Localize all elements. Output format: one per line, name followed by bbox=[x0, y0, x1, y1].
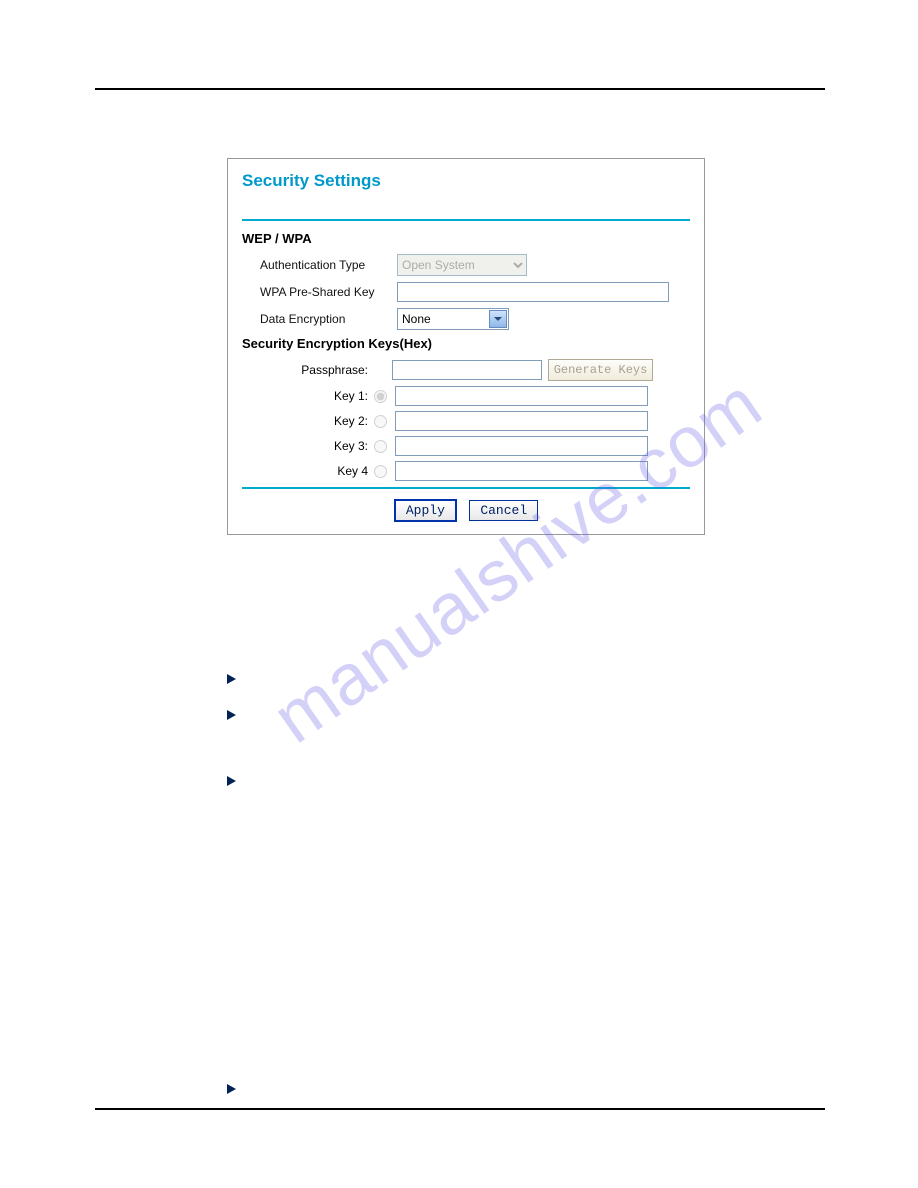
key4-input[interactable] bbox=[395, 461, 648, 481]
wpa-psk-row: WPA Pre-Shared Key bbox=[242, 282, 690, 302]
divider-top bbox=[242, 219, 690, 221]
button-row: Apply Cancel bbox=[242, 499, 690, 522]
generate-keys-button: Generate Keys bbox=[548, 359, 653, 381]
page-rule-top bbox=[95, 88, 825, 90]
data-encryption-label: Data Encryption bbox=[242, 312, 397, 326]
apply-button[interactable]: Apply bbox=[394, 499, 457, 522]
data-encryption-row: Data Encryption None bbox=[242, 308, 690, 330]
cancel-button[interactable]: Cancel bbox=[469, 500, 538, 521]
wpa-psk-label: WPA Pre-Shared Key bbox=[242, 285, 397, 299]
key4-radio bbox=[374, 465, 387, 478]
key4-row: Key 4 bbox=[242, 461, 690, 481]
key3-label: Key 3: bbox=[242, 439, 374, 453]
bullet-triangle-icon bbox=[227, 1084, 236, 1094]
divider-bottom bbox=[242, 487, 690, 489]
key1-input[interactable] bbox=[395, 386, 648, 406]
key3-input[interactable] bbox=[395, 436, 648, 456]
key2-label: Key 2: bbox=[242, 414, 374, 428]
key3-radio bbox=[374, 440, 387, 453]
passphrase-input[interactable] bbox=[392, 360, 542, 380]
auth-type-select: Open System bbox=[397, 254, 527, 276]
key2-radio bbox=[374, 415, 387, 428]
bullet-triangle-icon bbox=[227, 776, 236, 786]
security-settings-panel: Security Settings WEP / WPA Authenticati… bbox=[227, 158, 705, 535]
page-rule-bottom bbox=[95, 1108, 825, 1110]
wep-wpa-heading: WEP / WPA bbox=[242, 231, 690, 246]
bullet-triangle-icon bbox=[227, 674, 236, 684]
keys-heading: Security Encryption Keys(Hex) bbox=[242, 336, 690, 351]
key1-row: Key 1: bbox=[242, 386, 690, 406]
bullet-triangle-icon bbox=[227, 710, 236, 720]
key1-label: Key 1: bbox=[242, 389, 374, 403]
key4-label: Key 4 bbox=[242, 464, 374, 478]
passphrase-row: Passphrase: Generate Keys bbox=[242, 359, 690, 381]
auth-type-row: Authentication Type Open System bbox=[242, 254, 690, 276]
wpa-psk-input[interactable] bbox=[397, 282, 669, 302]
data-encryption-select[interactable]: None bbox=[397, 308, 509, 330]
key2-input[interactable] bbox=[395, 411, 648, 431]
passphrase-label: Passphrase: bbox=[242, 363, 374, 377]
key3-row: Key 3: bbox=[242, 436, 690, 456]
auth-type-label: Authentication Type bbox=[242, 258, 397, 272]
key2-row: Key 2: bbox=[242, 411, 690, 431]
panel-title: Security Settings bbox=[242, 171, 690, 191]
key1-radio bbox=[374, 390, 387, 403]
